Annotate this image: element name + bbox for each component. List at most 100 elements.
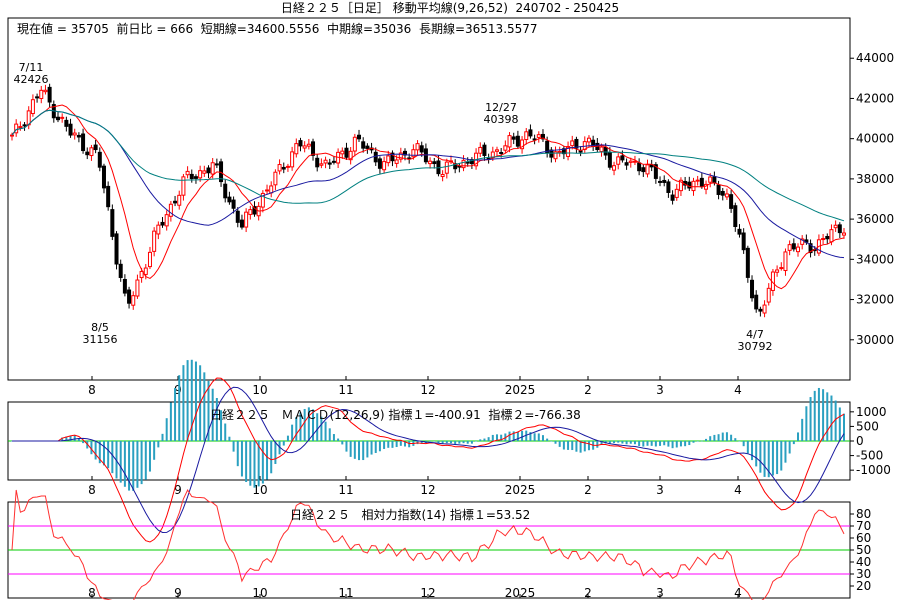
macd-histogram-bar [822,389,825,441]
macd-histogram-bar [608,441,611,444]
macd-panel-label: 日経２２５ ＭＡＣＤ(12,26,9) 指標１=-400.91 指標２=-766… [210,408,581,422]
macd-histogram-bar [512,431,515,441]
macd-histogram-bar [587,441,590,451]
annotation-high-dec: 12/27 40398 [484,102,519,126]
macd-histogram-bar [140,441,143,485]
macd-histogram-bar [144,441,147,480]
macd-histogram-bar [550,441,553,442]
macd-histogram-bar [136,441,139,488]
candle-body [135,279,140,297]
annotation-value: 31156 [82,333,118,346]
candle-body [97,151,102,168]
macd-y-tick-label: 1000 [856,405,887,419]
candle-body [557,151,562,154]
candle-body [620,155,625,161]
candle-body [574,138,579,149]
macd-histogram-bar [529,432,532,441]
macd-histogram-bar [73,435,76,441]
candle-body [829,229,834,243]
candle-body [511,136,516,140]
candle-body [85,151,90,156]
candle-body [624,162,629,166]
macd-y-tick-label: -500 [856,449,883,463]
candle-body [390,152,395,162]
macd-histogram-bar [445,441,448,443]
rsi-line [11,488,845,600]
candle-body [185,170,190,176]
candle-body [515,135,520,147]
macd-histogram-bar [813,390,816,441]
candle-body [842,232,846,236]
macd-histogram-bar [148,441,151,472]
macd-histogram-bar [479,439,482,441]
macd-histogram-bar [178,375,181,441]
candle-body [599,146,604,152]
candle-body [294,143,299,155]
candle-body [214,163,219,166]
macd-histogram-bar [366,441,369,458]
candle-body [39,89,44,100]
candle-body [206,167,211,174]
candle-body [311,141,316,156]
candle-body [419,145,424,153]
candle-body [716,184,721,195]
macd-histogram-bar [132,441,135,491]
candle-body [76,134,81,138]
macd-histogram-bar [286,435,289,441]
candle-body [432,161,437,165]
candle-body [277,164,282,172]
macd-histogram-bar [784,441,787,463]
candle-body [47,86,52,103]
candle-body [674,188,679,198]
candle-body [745,247,750,278]
current-label: 現在値 [17,22,54,36]
candle-body [678,179,683,192]
price-y-tick-label: 36000 [856,212,894,226]
macd-histogram-bar [642,441,645,447]
macd-histogram-bar [429,441,432,442]
candle-body [465,161,470,164]
macd-histogram-bar [495,434,498,441]
macd-histogram-bar [94,441,97,460]
price-y-tick-label: 34000 [856,252,894,266]
macd-histogram-bar [211,388,214,441]
candle-body [290,151,295,168]
macd-histogram-bar [638,441,641,446]
macd-histogram-bar [759,441,762,473]
candle-body [791,243,796,250]
macd-histogram-bar [725,432,728,441]
mid-ma-label: 中期線 [327,22,364,36]
change-label: 前日比 [116,22,153,36]
macd-histogram-bar [337,438,340,441]
macd-signal-line [12,386,845,534]
candle-body [754,294,759,310]
macd-histogram-bar [420,441,423,444]
candle-body [733,205,738,228]
candle-body [808,243,813,254]
chart-title: 日経２２５［日足］ 移動平均線(9,26,52) 240702 - 250425 [280,1,620,15]
rsi-x-tick-label: 3 [656,586,664,600]
mid-ma-value: 35036 [373,22,412,36]
macd-histogram-bar [295,417,298,441]
macd-histogram-bar [533,433,536,441]
macd-histogram-bar [374,441,377,453]
candle-body [737,228,742,235]
macd-histogram-bar [437,441,440,443]
macd-histogram-bar [546,438,549,441]
macd-histogram-bar [194,361,197,441]
macd-histogram-bar [537,433,540,441]
candle-body [219,161,224,183]
rsi-x-tick-label: 2 [584,586,592,600]
candle-body [331,160,336,163]
candle-body [503,145,508,151]
candle-body [699,177,704,187]
macd-histogram-bar [353,441,356,459]
macd-histogram-bar [316,413,319,441]
candle-body [670,194,675,201]
macd-histogram-bar [617,441,620,443]
candle-body [106,185,111,208]
candle-body [319,163,324,166]
candle-body [645,164,650,175]
candle-body [532,138,537,141]
macd-histogram-bar [817,387,820,441]
